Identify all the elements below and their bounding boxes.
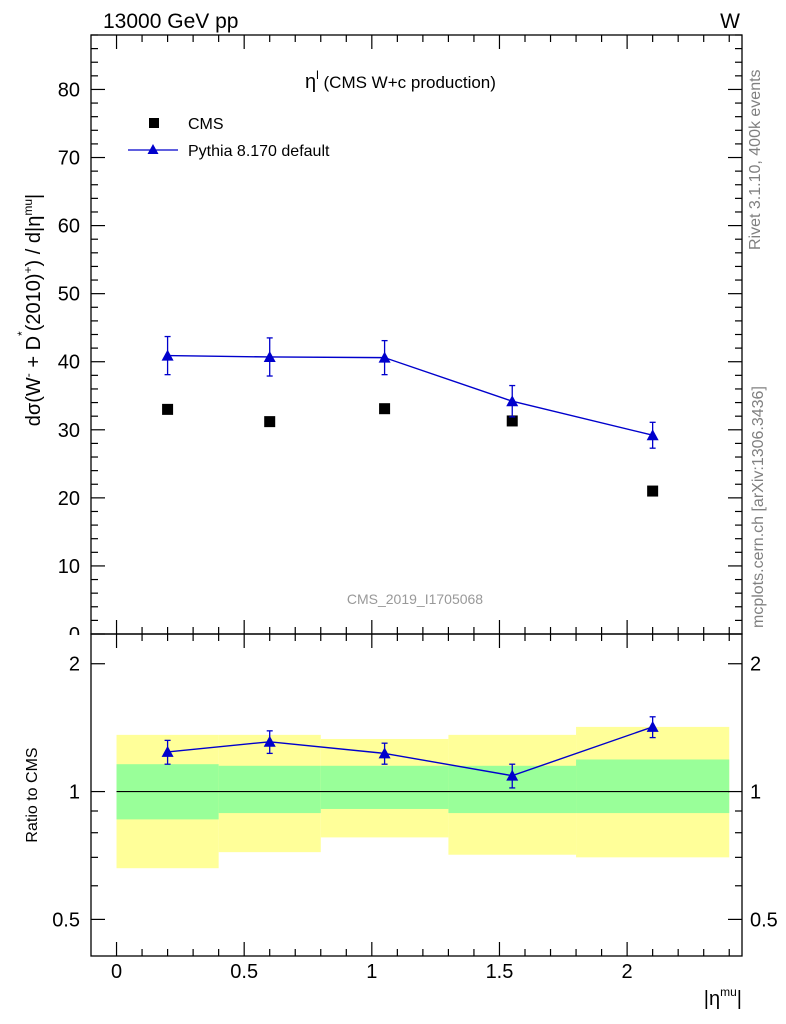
main-y-axis-label: dσ(W- + D*(2010)+) / d|ηmu|	[15, 194, 45, 426]
ratio-stat-uncertainty-band	[218, 765, 321, 814]
cms-data-point	[162, 403, 174, 415]
header-process-label: W	[720, 10, 740, 33]
main-y-tick-label: 50	[58, 284, 80, 306]
ratio-pythia-point	[506, 769, 519, 781]
ratio-y-tick-label-right: 0.5	[750, 909, 778, 931]
x-tick-label: 1	[366, 961, 377, 983]
pythia-data-point	[263, 350, 276, 362]
legend-cms-label: CMS	[188, 116, 224, 133]
pythia-data-point	[378, 351, 391, 363]
ratio-pythia-point	[263, 735, 276, 747]
legend: CMS Pythia 8.170 default	[128, 116, 330, 160]
ratio-pythia-point	[378, 747, 391, 759]
ratio-y-tick-label-right: 2	[750, 654, 761, 676]
cms-data-point	[379, 403, 391, 415]
main-y-tick-label: 60	[58, 216, 80, 238]
main-y-tick-label: 10	[58, 556, 80, 578]
ratio-y-tick-label-left: 0.5	[52, 909, 80, 931]
pythia-data-point	[161, 349, 174, 361]
plot-title-sup: l	[316, 68, 319, 82]
pythia-line	[167, 354, 653, 436]
legend-pythia-label: Pythia 8.170 default	[188, 143, 330, 160]
x-tick-label: 1.5	[486, 961, 514, 983]
x-axis-label: |ηmu|	[704, 985, 742, 1010]
pythia-data-point	[646, 429, 659, 441]
ratio-plot-panel: 0 0.5 1 1.5 2 0.5 0.5 1 1 2 2	[52, 633, 778, 983]
main-y-tick-label: 70	[58, 148, 80, 170]
plot-title-main: η	[305, 71, 316, 93]
legend-pythia-marker	[147, 144, 159, 154]
x-tick-label: 0	[111, 961, 122, 983]
cms-data-point	[506, 415, 518, 427]
main-y-tick-label-zero: 0	[69, 624, 80, 646]
pythia-data-point	[506, 395, 519, 407]
plot-title-rest: (CMS W+c production)	[319, 73, 496, 92]
main-y-tick-label: 30	[58, 420, 80, 442]
header-energy-label: 13000 GeV pp	[103, 10, 238, 33]
ratio-stat-uncertainty-band	[576, 759, 730, 814]
main-y-tick-label: 20	[58, 488, 80, 510]
ratio-y-axis-label: Ratio to CMS	[24, 747, 41, 842]
main-y-tick-label: 80	[58, 79, 80, 101]
ratio-y-tick-label-left: 1	[69, 782, 80, 804]
ratio-y-tick-label-right: 1	[750, 782, 761, 804]
x-tick-label: 2	[622, 961, 633, 983]
ratio-pythia-point	[161, 745, 174, 757]
main-y-tick-label: 40	[58, 352, 80, 374]
rivet-version-label: Rivet 3.1.10, 400k events	[747, 69, 764, 250]
ratio-plot-frame	[90, 633, 743, 957]
mcplots-label: mcplots.cern.ch [arXiv:1306.3436]	[750, 386, 767, 628]
main-plot-panel: 10 20 30 40 50 60 70 80 0	[58, 34, 743, 646]
cms-data-point	[264, 416, 276, 428]
x-tick-label: 0.5	[230, 961, 258, 983]
legend-cms-marker	[149, 118, 159, 128]
cms-data-point	[647, 485, 659, 497]
analysis-watermark: CMS_2019_I1705068	[347, 591, 483, 607]
plot-title: ηl (CMS W+c production)	[305, 68, 496, 93]
ratio-pythia-point	[646, 720, 659, 732]
ratio-y-tick-label-left: 2	[69, 654, 80, 676]
ratio-stat-uncertainty-band	[320, 765, 449, 809]
